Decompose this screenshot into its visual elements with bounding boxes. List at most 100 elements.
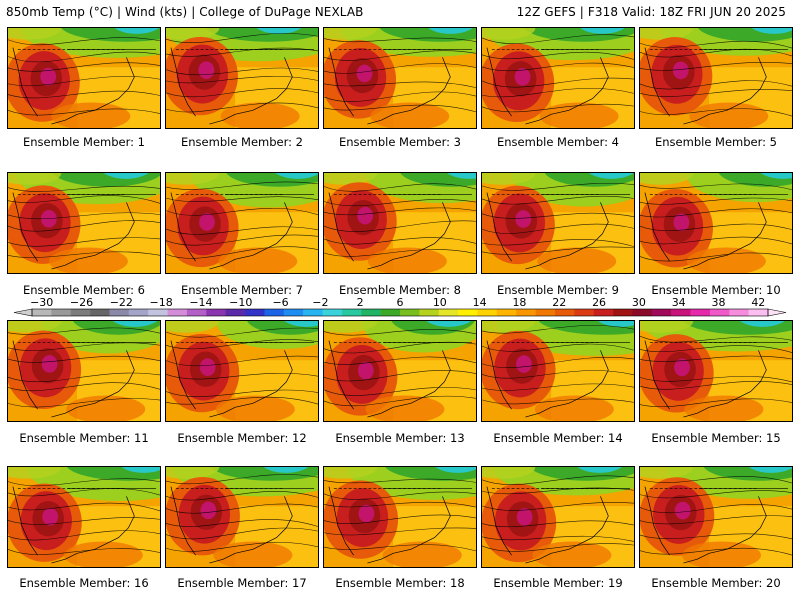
ensemble-map-panel (165, 27, 319, 129)
ensemble-member-label: Ensemble Member: 1 (23, 135, 145, 149)
temperature-field-map (166, 321, 318, 421)
ensemble-map-panel (481, 320, 635, 422)
ensemble-member-label: Ensemble Member: 9 (497, 283, 619, 297)
colorbar-tick-label: 10 (433, 296, 447, 309)
ensemble-map-panel (323, 27, 477, 129)
ensemble-member-label: Ensemble Member: 16 (19, 576, 149, 590)
temperature-field-map (640, 467, 792, 567)
colorbar-min-arrow (13, 308, 33, 317)
temperature-field-map (482, 321, 634, 421)
colorbar-tick-label: 38 (712, 296, 726, 309)
colorbar-swatch (632, 309, 653, 316)
colorbar-swatch (729, 309, 749, 316)
colorbar-swatch (245, 309, 265, 316)
ensemble-member-label: Ensemble Member: 14 (493, 431, 623, 445)
colorbar-tick-label: −18 (150, 296, 173, 309)
colorbar-swatch (167, 309, 188, 316)
ensemble-member-label: Ensemble Member: 2 (181, 135, 303, 149)
temperature-field-map (8, 321, 160, 421)
colorbar-swatch (264, 309, 285, 316)
colorbar-tick-label: 34 (672, 296, 686, 309)
product-title: 850mb Temp (°C) | Wind (kts) | College o… (6, 5, 364, 19)
colorbar-tick-label: −6 (272, 296, 288, 309)
ensemble-map-panel (481, 172, 635, 274)
colorbar-swatch (322, 309, 343, 316)
colorbar-swatch (709, 309, 730, 316)
colorbar-swatch (303, 309, 323, 316)
ensemble-map-panel (7, 172, 161, 274)
colorbar-tick-label: 30 (632, 296, 646, 309)
colorbar-tick-label: −14 (189, 296, 212, 309)
colorbar-tick-label: −2 (312, 296, 328, 309)
ensemble-map-panel (7, 466, 161, 568)
ensemble-member-label: Ensemble Member: 19 (493, 576, 623, 590)
colorbar-swatch (341, 309, 362, 316)
ensemble-map-panel (165, 320, 319, 422)
ensemble-member-label: Ensemble Member: 5 (655, 135, 777, 149)
colorbar-swatch (283, 309, 304, 316)
colorbar-swatch (400, 309, 420, 316)
colorbar-tick-label: −10 (229, 296, 252, 309)
ensemble-map-panel (323, 466, 477, 568)
colorbar-swatch (554, 309, 575, 316)
colorbar-tick-label: −22 (110, 296, 133, 309)
colorbar-swatch (361, 309, 381, 316)
ensemble-member-label: Ensemble Member: 7 (181, 283, 303, 297)
ensemble-map-panel (481, 466, 635, 568)
temperature-field-map (324, 467, 476, 567)
colorbar-tick-label: 2 (357, 296, 364, 309)
temperature-colorbar: −30 −26 −22 −18 −14 −10 −6 −2 2 6 10 14 18 22 26 30 34 38… (13, 296, 787, 317)
ensemble-map-panel (639, 172, 793, 274)
temperature-field-map (8, 28, 160, 128)
colorbar-tick-label: −26 (70, 296, 93, 309)
temperature-field-map (324, 173, 476, 273)
ensemble-map-panel (165, 466, 319, 568)
colorbar-tick-label: 6 (397, 296, 404, 309)
ensemble-member-label: Ensemble Member: 3 (339, 135, 461, 149)
temperature-field-map (324, 28, 476, 128)
run-valid-time: 12Z GEFS | F318 Valid: 18Z FRI JUN 20 20… (516, 5, 786, 19)
colorbar-swatch (419, 309, 440, 316)
temperature-field-map (166, 28, 318, 128)
colorbar-tick-label: 22 (552, 296, 566, 309)
colorbar-swatch (225, 309, 246, 316)
colorbar-swatch (148, 309, 168, 316)
colorbar-swatch (535, 309, 556, 316)
colorbar-swatch (206, 309, 226, 316)
ensemble-member-label: Ensemble Member: 6 (23, 283, 145, 297)
ensemble-map-panel (323, 172, 477, 274)
ensemble-map-panel (481, 27, 635, 129)
colorbar-swatch (671, 309, 691, 316)
colorbar-tick-label: −30 (30, 296, 53, 309)
ensemble-map-panel (165, 172, 319, 274)
ensemble-member-label: Ensemble Member: 4 (497, 135, 619, 149)
colorbar-swatch (651, 309, 672, 316)
colorbar-swatch (593, 309, 614, 316)
colorbar-swatch (458, 309, 478, 316)
ensemble-member-label: Ensemble Member: 15 (651, 431, 781, 445)
colorbar-tick-label: 26 (592, 296, 606, 309)
colorbar-swatch (748, 309, 769, 316)
ensemble-member-label: Ensemble Member: 8 (339, 283, 461, 297)
temperature-field-map (640, 321, 792, 421)
colorbar-tick-label: 18 (512, 296, 526, 309)
ensemble-map-panel (639, 320, 793, 422)
colorbar-swatch (186, 309, 207, 316)
temperature-field-map (640, 173, 792, 273)
colorbar-swatch (613, 309, 633, 316)
colorbar-swatch (32, 309, 52, 316)
colorbar-swatch (109, 309, 130, 316)
ensemble-member-label: Ensemble Member: 18 (335, 576, 465, 590)
colorbar-swatch (496, 309, 517, 316)
colorbar-max-arrow (767, 308, 787, 317)
ensemble-member-label: Ensemble Member: 20 (651, 576, 781, 590)
temperature-field-map (324, 321, 476, 421)
temperature-field-map (482, 467, 634, 567)
ensemble-member-label: Ensemble Member: 11 (19, 431, 149, 445)
colorbar-swatch (438, 309, 459, 316)
ensemble-map-panel (7, 320, 161, 422)
ensemble-map-panel (639, 466, 793, 568)
colorbar-swatch (690, 309, 711, 316)
temperature-field-map (482, 173, 634, 273)
temperature-field-map (640, 28, 792, 128)
